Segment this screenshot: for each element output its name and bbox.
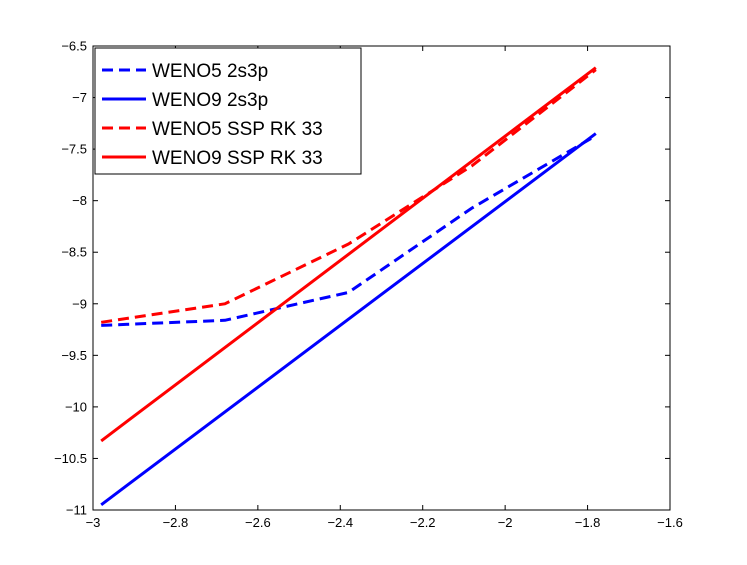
- y-tick-label: −7.5: [61, 142, 87, 157]
- x-tick-label: −1.8: [575, 515, 601, 530]
- x-tick-label: −3: [86, 515, 101, 530]
- x-tick-label: −2.2: [410, 515, 436, 530]
- series-line-1: [101, 134, 597, 327]
- y-tick-label: −10.5: [54, 451, 87, 466]
- axis-ticks: −3 −2.8 −2.6 −2.4 −2.2 −2 −1.8 −1.6 −6.5 −7 −7.5 −8…: [54, 39, 683, 531]
- legend-label: WENO9 SSP RK 33: [152, 148, 323, 169]
- x-tick-label: −2: [498, 515, 513, 530]
- series-lines: [100, 66, 597, 506]
- legend: WENO5 2s3p WENO9 2s3p WENO5 SSP RK 33 WENO9…: [94, 47, 362, 175]
- y-tick-label: −9.5: [61, 348, 87, 363]
- x-tick-label: −1.6: [657, 515, 683, 530]
- x-tick-label: −2.8: [163, 515, 189, 530]
- y-tick-label: −8.5: [61, 245, 87, 260]
- y-tick-label: −9: [72, 296, 87, 311]
- legend-label: WENO5 2s3p: [152, 61, 268, 82]
- legend-label: WENO5 SSP RK 33: [152, 119, 323, 140]
- legend-label: WENO9 2s3p: [152, 90, 268, 111]
- y-tick-label: −7: [72, 90, 87, 105]
- x-tick-label: −2.4: [327, 515, 353, 530]
- y-tick-label: −11: [66, 503, 87, 518]
- y-tick-label: −8: [72, 193, 87, 208]
- y-tick-label: −10: [65, 399, 87, 414]
- series-line-3: [100, 68, 597, 324]
- series-line-2: [100, 132, 597, 506]
- series-line-4: [100, 66, 597, 443]
- y-tick-label: −6.5: [61, 39, 87, 54]
- x-tick-label: −2.6: [245, 515, 271, 530]
